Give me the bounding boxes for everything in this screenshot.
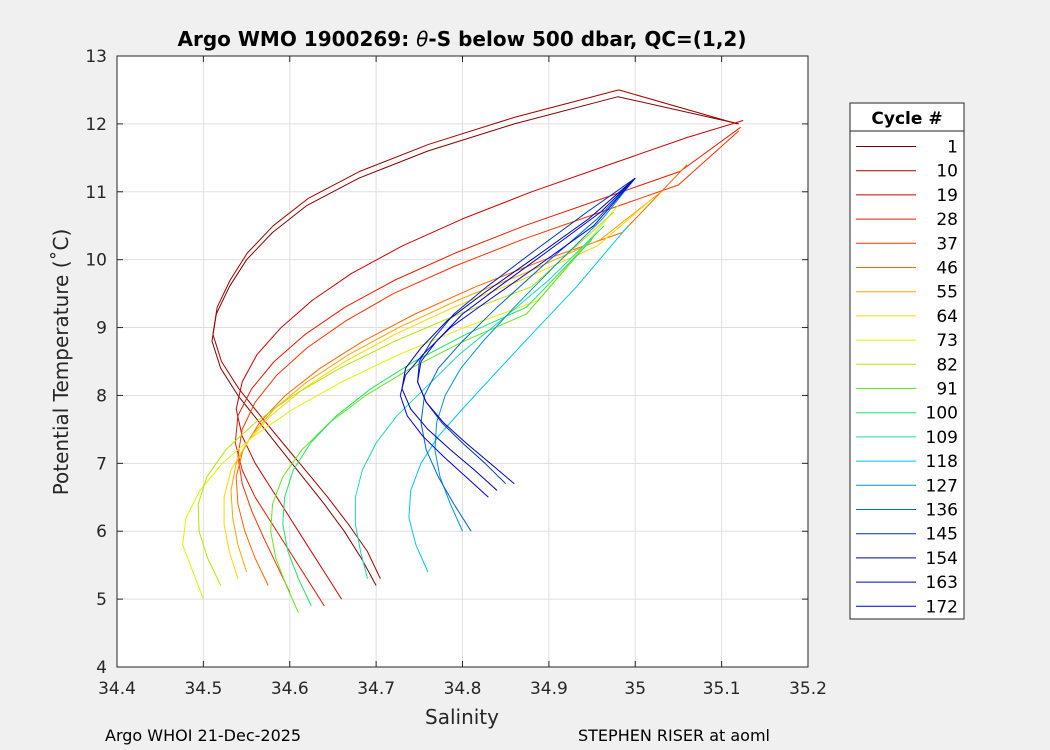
legend-label-cycle-91: 91: [936, 380, 958, 400]
y-tick-label: 13: [85, 47, 107, 67]
y-tick-label: 8: [96, 386, 107, 406]
legend-title: Cycle #: [871, 109, 942, 129]
x-tick-label: 35.1: [703, 679, 741, 699]
legend-label-cycle-10: 10: [936, 162, 958, 182]
x-tick-label: 35.2: [789, 679, 827, 699]
x-tick-label: 35: [624, 679, 646, 699]
series-line-cycle-154: [401, 177, 636, 491]
y-tick-label: 11: [85, 183, 107, 203]
legend-label-cycle-82: 82: [936, 355, 958, 375]
y-tick-label: 9: [96, 319, 107, 339]
legend-label-cycle-73: 73: [936, 331, 958, 351]
footer-left: Argo WHOI 21-Dec-2025: [105, 726, 301, 745]
y-tick-label: 4: [96, 658, 107, 678]
series-line-cycle-46: [235, 164, 688, 586]
x-tick-label: 34.5: [184, 679, 222, 699]
legend-label-cycle-19: 19: [936, 186, 958, 206]
series-line-cycle-82: [197, 211, 615, 586]
series-line-cycle-127: [434, 177, 636, 532]
legend-label-cycle-109: 109: [926, 428, 958, 448]
series-line-cycle-64: [223, 198, 653, 579]
legend-label-cycle-100: 100: [926, 404, 958, 424]
series-line-cycle-136: [420, 177, 636, 532]
series-line-cycle-28: [234, 126, 741, 607]
x-tick-label: 34.8: [444, 679, 482, 699]
y-tick-label: 6: [96, 522, 107, 542]
legend-label-cycle-55: 55: [936, 283, 958, 303]
series-line-cycle-55: [230, 191, 662, 573]
series-line-cycle-91: [270, 232, 598, 613]
legend-label-cycle-172: 172: [926, 597, 958, 617]
x-tick-label: 34.9: [530, 679, 568, 699]
grid-lines: [117, 56, 808, 667]
series-line-cycle-163: [417, 177, 636, 485]
series-line-cycle-118: [408, 225, 629, 573]
series-line-cycle-19: [235, 120, 744, 600]
legend-label-cycle-37: 37: [936, 234, 958, 254]
x-axis-label: Salinity: [425, 705, 499, 729]
series-lines: [182, 89, 744, 613]
legend-box: [849, 102, 965, 620]
series-line-cycle-100: [282, 238, 593, 607]
legend: Cycle # 1 10 19 28 37 46 55 64 73 82 91 100 109 118 12…: [849, 102, 965, 620]
legend-label-cycle-118: 118: [926, 452, 958, 472]
y-tick-label: 7: [96, 454, 107, 474]
legend-label-cycle-28: 28: [936, 210, 958, 230]
legend-label-cycle-64: 64: [936, 307, 958, 327]
chart-title: Argo WMO 1900269: θ-S below 500 dbar, QC…: [178, 27, 747, 51]
y-tick-label: 12: [85, 115, 107, 135]
legend-label-cycle-136: 136: [926, 501, 958, 521]
y-axis-label: Potential Temperature (˚C): [49, 229, 73, 496]
series-line-cycle-145: [417, 177, 636, 485]
x-tick-label: 34.7: [357, 679, 395, 699]
legend-items: 1 10 19 28 37 46 55 64 73 82 91 100 109 118 127 136 145 1…: [856, 138, 958, 617]
footer-right: STEPHEN RISER at aoml: [578, 726, 770, 745]
series-line-cycle-10: [212, 89, 738, 579]
legend-label-cycle-46: 46: [936, 259, 958, 279]
legend-label-cycle-127: 127: [926, 476, 958, 496]
axis-ticks: 34.4 34.5 34.6 34.7 34.8 34.9 35 35.1 35.2 4 5 6 7 8 9…: [85, 47, 827, 699]
legend-label-cycle-154: 154: [926, 549, 958, 569]
y-tick-label: 10: [85, 251, 107, 271]
legend-label-cycle-145: 145: [926, 525, 958, 545]
series-line-cycle-73: [182, 205, 619, 600]
y-tick-label: 5: [96, 590, 107, 610]
x-tick-label: 34.6: [271, 679, 309, 699]
legend-label-cycle-1: 1: [947, 138, 958, 158]
series-line-cycle-37: [237, 130, 740, 593]
legend-label-cycle-163: 163: [926, 573, 958, 593]
series-line-cycle-172: [399, 177, 636, 498]
x-tick-label: 34.4: [98, 679, 136, 699]
